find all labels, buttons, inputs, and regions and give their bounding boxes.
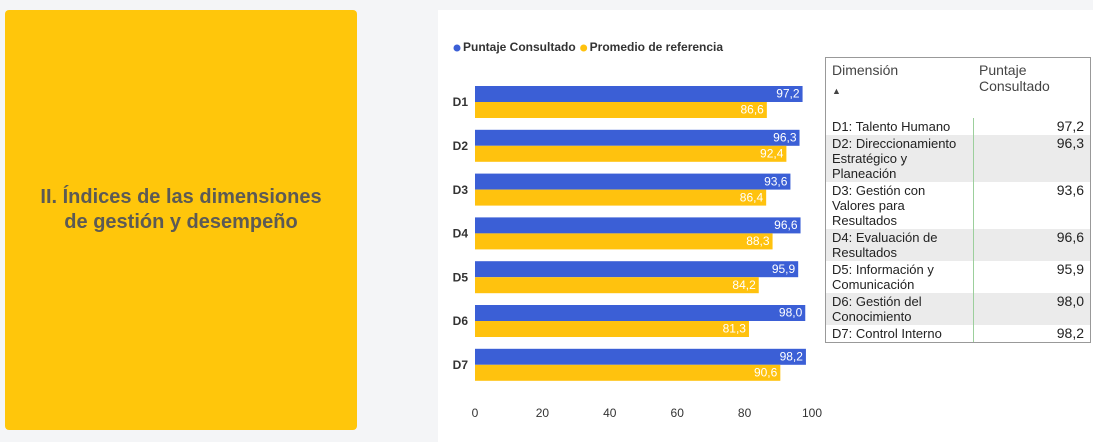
table-cell: 93,6 (972, 182, 1090, 229)
table-cell: D5: Información y Comunicación (832, 262, 934, 292)
table-cell: 98,2 (972, 325, 1090, 342)
y-tick-label: D2 (453, 139, 469, 153)
table-row: D7: Control Interno 98,2 (826, 325, 1090, 342)
bar (475, 129, 800, 146)
data-label: 90,6 (754, 365, 778, 379)
table-cell: 97,2 (972, 118, 1090, 135)
data-label: 86,6 (740, 103, 764, 117)
x-tick-label: 20 (536, 406, 550, 420)
x-tick-label: 0 (472, 406, 479, 420)
table-cell: 96,3 (972, 135, 1090, 182)
bar (475, 364, 781, 381)
y-tick-label: D3 (453, 183, 469, 197)
data-label: 84,2 (732, 278, 756, 292)
table-row: D5: Información y Comunicación 95,9 (826, 261, 1090, 293)
data-label: 96,6 (774, 218, 798, 232)
x-tick-label: 100 (802, 406, 822, 420)
table-cell: D3: Gestión con Valores para Resultados (832, 183, 926, 228)
table-row: D4: Evaluación de Resultados 96,6 (826, 229, 1090, 261)
bar (475, 261, 799, 278)
data-label: 93,6 (764, 174, 788, 188)
data-label: 95,9 (772, 262, 796, 276)
table-row: D6: Gestión del Conocimiento 98,0 (826, 293, 1090, 325)
data-table: Dimensión ▲ Puntaje Consultado D1: Talent… (825, 57, 1091, 343)
data-label: 98,0 (779, 306, 803, 320)
data-label: 88,3 (746, 234, 770, 248)
table-cell: D6: Gestión del Conocimiento (826, 293, 973, 325)
table-cell: 96,6 (972, 229, 1090, 261)
y-tick-label: D5 (453, 270, 469, 284)
bar (475, 86, 803, 102)
bar (475, 233, 773, 250)
section-panel: II. Índices de las dimensiones de gestió… (5, 10, 357, 430)
table-cell: D1: Talento Humano (832, 119, 951, 134)
data-label: 97,2 (776, 87, 800, 101)
data-label: 96,3 (773, 130, 797, 144)
table-cell: D4: Evaluación de Resultados (826, 229, 973, 261)
table-cell: 98,0 (972, 293, 1090, 325)
table-cell: 95,9 (972, 261, 1090, 293)
bar (475, 321, 749, 337)
data-label: 98,2 (780, 349, 804, 363)
table: Dimensión ▲ Puntaje Consultado D1: Talent… (826, 58, 1090, 342)
y-tick-label: D6 (453, 314, 469, 328)
legend-marker (453, 44, 461, 52)
table-row: D3: Gestión con Valores para Resultados 9… (826, 182, 1090, 229)
data-label: 92,4 (760, 146, 784, 160)
bar (475, 217, 801, 234)
bar (475, 189, 767, 206)
table-row: D2: Direccionamiento Estratégico y Plane… (826, 135, 1090, 182)
y-tick-label: D1 (453, 95, 469, 109)
data-label: 86,4 (740, 190, 764, 204)
bar (475, 145, 787, 162)
legend-label: Puntaje Consultado (463, 40, 576, 54)
x-tick-label: 40 (603, 406, 617, 420)
bar (475, 173, 791, 190)
legend-marker (580, 44, 588, 52)
table-cell: D2: Direccionamiento Estratégico y Plane… (826, 135, 973, 182)
section-title: II. Índices de las dimensiones de gestió… (40, 186, 322, 233)
header-cell: Puntaje Consultado (973, 58, 1090, 118)
bar (475, 277, 759, 294)
x-tick-label: 60 (671, 406, 685, 420)
sort-icon[interactable]: ▲ (832, 86, 841, 96)
header-text: Puntaje Consultado (979, 62, 1050, 94)
table-cell: D7: Control Interno (832, 326, 942, 341)
header-text: Dimensión (832, 62, 899, 78)
y-tick-label: D4 (453, 227, 469, 241)
data-label: 81,3 (723, 322, 747, 336)
bar (475, 305, 806, 321)
header-cell[interactable]: Dimensión ▲ (826, 58, 973, 118)
legend-label: Promedio de referencia (590, 40, 724, 54)
y-tick-label: D7 (453, 358, 469, 372)
table-row: D1: Talento Humano 97,2 (826, 118, 1090, 135)
bar (475, 348, 806, 365)
bar (475, 102, 767, 118)
x-tick-label: 80 (738, 406, 752, 420)
